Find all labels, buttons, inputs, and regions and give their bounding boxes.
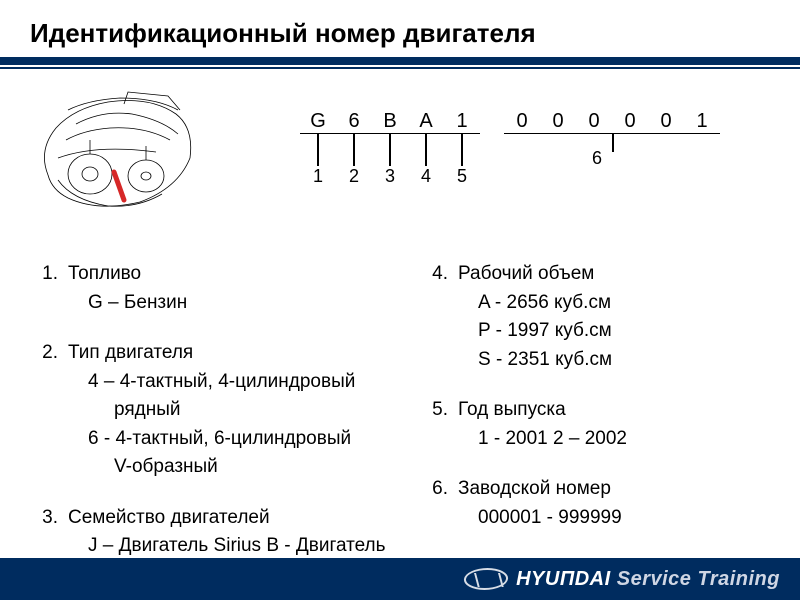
code-index: 4: [408, 166, 444, 187]
footer-service: Service: [617, 568, 692, 590]
code-index: 5: [444, 166, 480, 187]
code-char: 0: [504, 110, 540, 133]
footer-brand: НYUПDAI: [516, 568, 611, 590]
item-line: V-образный: [114, 453, 390, 482]
list-item: 6. Заводской номер000001 - 999999: [420, 475, 780, 532]
item-line: A - 2656 куб.см: [478, 289, 780, 318]
item-number: 5.: [420, 396, 448, 425]
item-number: 4.: [420, 260, 448, 289]
list-item: 2. Тип двигателя4 – 4-тактный, 4-цилиндро…: [30, 339, 390, 482]
engine-code-diagram: G6BA1 12345 000001 6: [300, 110, 770, 187]
footer-training: Training: [697, 568, 780, 590]
item-line: рядный: [114, 396, 390, 425]
code-char: 1: [444, 110, 480, 133]
item-line: G – Бензин: [88, 289, 390, 318]
item-line: 4 – 4-тактный, 4-цилиндровый: [88, 368, 390, 397]
item-line: 1 - 2001 2 – 2002: [478, 425, 780, 454]
item-head: Топливо: [68, 260, 141, 289]
code-char: A: [408, 110, 444, 133]
item-line: P - 1997 куб.см: [478, 317, 780, 346]
page-title: Идентификационный номер двигателя: [0, 0, 800, 57]
code-char: 0: [576, 110, 612, 133]
code-char: G: [300, 110, 336, 133]
code-char: 0: [612, 110, 648, 133]
list-item: 4. Рабочий объемA - 2656 куб.смP - 1997 к…: [420, 260, 780, 374]
item-head: Тип двигателя: [68, 339, 193, 368]
code-char: B: [372, 110, 408, 133]
item-number: 6.: [420, 475, 448, 504]
list-item: 5. Год выпуска1 - 2001 2 – 2002: [420, 396, 780, 453]
hyundai-logo: НYUПDAI Service Training: [464, 568, 780, 591]
code-right-label: 6: [592, 148, 602, 169]
item-head: Год выпуска: [458, 396, 566, 425]
code-index: 1: [300, 166, 336, 187]
list-item: 1. ТопливоG – Бензин: [30, 260, 390, 317]
item-line: 6 - 4-тактный, 6-цилиндровый: [88, 425, 390, 454]
divider-thin: [0, 67, 800, 69]
code-right-group: 000001 6: [504, 110, 720, 187]
item-line: S - 2351 куб.см: [478, 346, 780, 375]
footer-bar: НYUПDAI Service Training: [0, 558, 800, 600]
item-head: Заводской номер: [458, 475, 611, 504]
hyundai-h-icon: [463, 568, 510, 590]
divider-thick: [0, 57, 800, 65]
code-index: 2: [336, 166, 372, 187]
code-char: 0: [648, 110, 684, 133]
code-left-group: G6BA1 12345: [300, 110, 480, 187]
code-char: 6: [336, 110, 372, 133]
item-number: 1.: [30, 260, 58, 289]
item-number: 2.: [30, 339, 58, 368]
code-char: 0: [540, 110, 576, 133]
item-number: 3.: [30, 504, 58, 533]
item-line: 000001 - 999999: [478, 504, 780, 533]
footer-brand-text: НYUПDAI Service Training: [516, 568, 780, 591]
item-head: Семейство двигателей: [68, 504, 270, 533]
item-head: Рабочий объем: [458, 260, 594, 289]
code-index: 3: [372, 166, 408, 187]
code-char: 1: [684, 110, 720, 133]
engine-illustration: [28, 80, 208, 230]
